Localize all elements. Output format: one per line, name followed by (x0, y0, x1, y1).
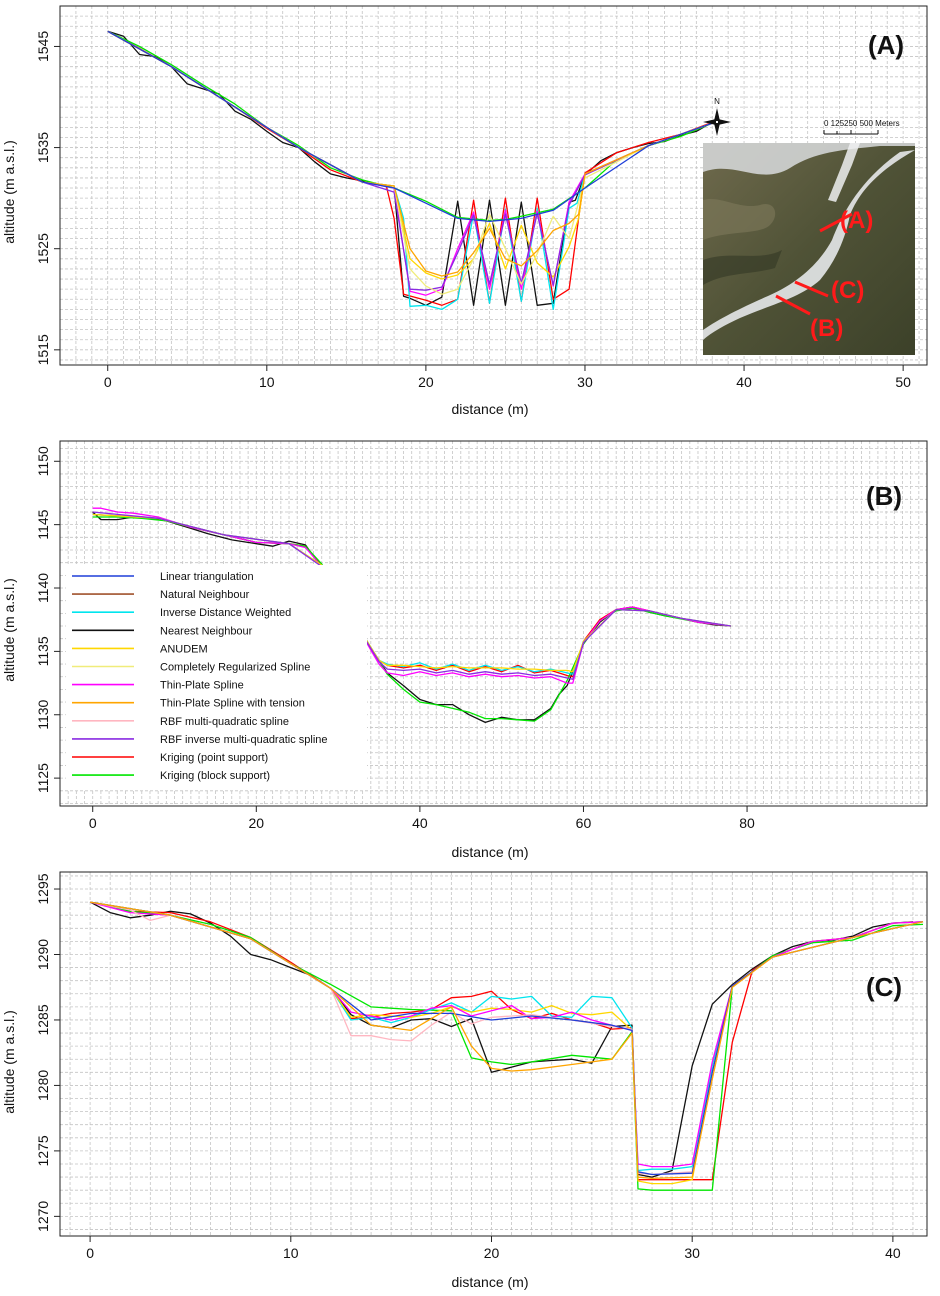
series-line-kriging-block-support (107, 30, 713, 222)
legend-label-rbf-multi-quadratic-spline: RBF multi-quadratic spline (160, 716, 289, 728)
inset-snow-gully (828, 143, 860, 202)
y-tick-label: 1285 (35, 1004, 51, 1035)
y-tick-label: 1545 (35, 31, 51, 62)
x-tick-label: 0 (104, 374, 112, 390)
y-tick-label: 1280 (35, 1070, 51, 1101)
y-tick-label: 1130 (35, 699, 51, 729)
inset-label-a: (A) (840, 207, 873, 234)
panel-a-frame (59, 5, 928, 366)
inset-forest (703, 250, 782, 285)
inset-map: (A) (C) (B) N 0 125250 500 Meters (703, 97, 915, 355)
legend: Linear triangulation Natural Neighbour Inv… (66, 565, 367, 789)
y-tick-label: 1135 (35, 636, 51, 666)
legend-label-thin-plate-spline-with-tension: Thin-Plate Spline with tension (160, 698, 305, 710)
panel-c: 0 10 20 30 40 1270 1275 1280 1285 1290 1295 (35, 871, 928, 1261)
y-tick-label: 1525 (35, 233, 51, 264)
inset-snow-top (703, 143, 915, 175)
inset-label-b: (B) (810, 315, 843, 342)
x-tick-label: 30 (684, 1245, 700, 1261)
north-label: N (714, 97, 720, 106)
y-tick-label: 1535 (35, 132, 51, 163)
panel-c-frame (59, 871, 928, 1237)
legend-box (66, 565, 367, 789)
y-tick-label: 1150 (35, 446, 51, 476)
x-tick-label: 0 (86, 1245, 94, 1261)
panel-a-xlabel: distance (m) (451, 401, 528, 417)
legend-label-completely-regularized-spline: Completely Regularized Spline (160, 662, 310, 674)
inset-scale-bar (823, 130, 879, 135)
x-tick-label: 40 (412, 815, 428, 831)
panel-c-tag: (C) (866, 972, 902, 1002)
panel-c-xlabel: distance (m) (451, 1274, 528, 1290)
legend-label-linear-triangulation: Linear triangulation (160, 571, 254, 583)
series-line-thin-plate-spline-with-tension (89, 901, 924, 1180)
inset-scale-text: 0 125250 500 Meters (824, 119, 900, 128)
y-tick-label: 1295 (35, 873, 51, 904)
y-tick-label: 1515 (35, 334, 51, 365)
panel-c-ylabel: altitude (m a.s.l.) (1, 1010, 17, 1113)
inset-terrain (703, 143, 915, 355)
panel-b-xlabel: distance (m) (451, 844, 528, 860)
series-line-linear-triangulation (107, 30, 713, 223)
y-tick-label: 1140 (35, 573, 51, 603)
x-tick-label: 20 (249, 815, 265, 831)
north-arrow-icon (703, 108, 731, 136)
panel-b-tag: (B) (866, 481, 902, 511)
inset-section-b (775, 294, 811, 316)
x-tick-label: 20 (418, 374, 434, 390)
panel-b-grid (59, 441, 928, 806)
panel-b-frame (59, 440, 928, 807)
y-tick-label: 1275 (35, 1135, 51, 1166)
x-tick-label: 20 (484, 1245, 500, 1261)
panel-c-series (89, 901, 924, 1191)
inset-section-c (794, 280, 829, 298)
panel-b-ylabel: altitude (m a.s.l.) (1, 578, 17, 681)
legend-label-inverse-distance-weighted: Inverse Distance Weighted (160, 607, 291, 619)
panel-a-tag: (A) (868, 30, 904, 60)
x-tick-label: 60 (576, 815, 592, 831)
inset-ridge (703, 198, 776, 240)
y-tick-label: 1270 (35, 1201, 51, 1232)
legend-label-kriging-block-support: Kriging (block support) (160, 770, 270, 782)
panel-b: 0 20 40 60 80 1125 1130 1135 1140 1145 1150 (35, 440, 928, 831)
x-tick-label: 40 (736, 374, 752, 390)
y-tick-label: 1125 (35, 763, 51, 793)
x-tick-label: 0 (89, 815, 97, 831)
x-tick-label: 10 (283, 1245, 299, 1261)
x-tick-label: 30 (577, 374, 593, 390)
inset-label-c: (C) (831, 277, 864, 304)
panel-a-series (107, 30, 713, 311)
x-tick-label: 50 (895, 374, 911, 390)
legend-label-rbf-inverse-multi-quadratic-spline: RBF inverse multi-quadratic spline (160, 734, 328, 746)
legend-label-kriging-point-support: Kriging (point support) (160, 752, 268, 764)
legend-label-thin-plate-spline: Thin-Plate Spline (160, 680, 244, 692)
x-tick-label: 10 (259, 374, 275, 390)
inset-snow-valley (703, 150, 915, 340)
inset-section-a (819, 212, 853, 233)
x-tick-label: 40 (885, 1245, 901, 1261)
legend-label-natural-neighbour: Natural Neighbour (160, 589, 250, 601)
legend-label-anudem: ANUDEM (160, 643, 208, 655)
x-tick-label: 80 (739, 815, 755, 831)
panel-a-ylabel: altitude (m a.s.l.) (1, 140, 17, 243)
y-tick-label: 1290 (35, 939, 51, 970)
legend-label-nearest-neighbour: Nearest Neighbour (160, 625, 253, 637)
y-tick-label: 1145 (35, 509, 51, 539)
